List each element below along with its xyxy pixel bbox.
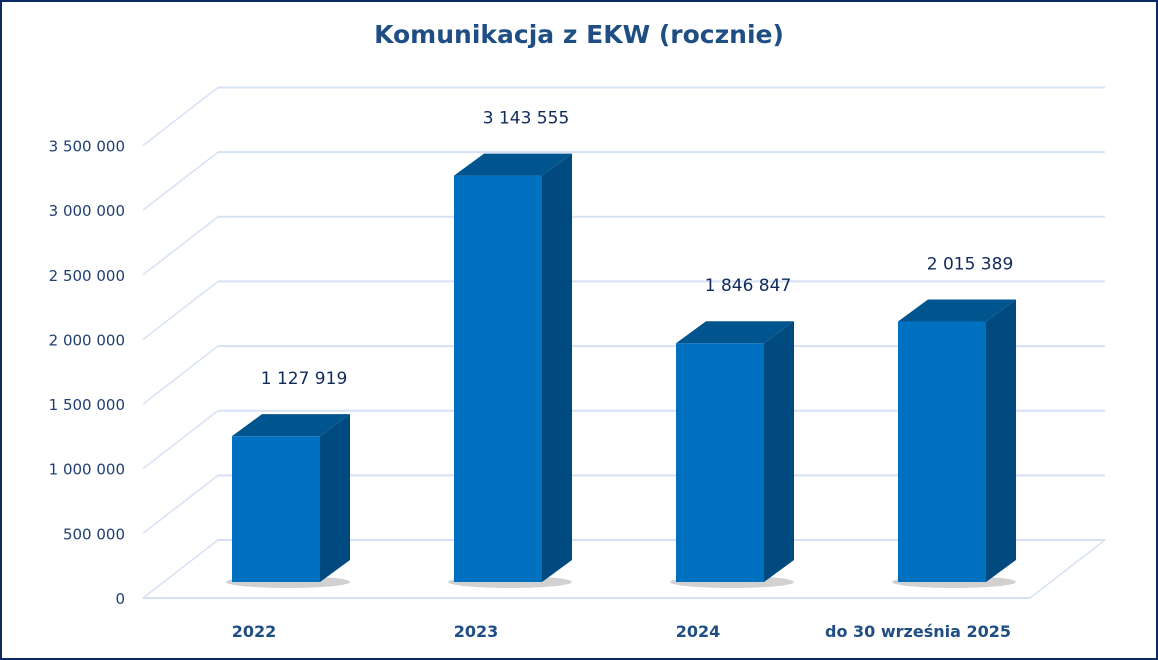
y-tick-label: 1 000 000 xyxy=(49,461,125,479)
data-label: 1 127 919 xyxy=(261,369,348,389)
bar-side xyxy=(986,299,1016,582)
y-tick-label: 500 000 xyxy=(63,525,125,543)
data-label: 1 846 847 xyxy=(705,276,792,296)
y-tick-label: 3 000 000 xyxy=(49,202,125,220)
y-tick-label: 1 500 000 xyxy=(49,396,125,414)
gridline-diagonal xyxy=(142,216,219,276)
bar-top xyxy=(898,299,1016,322)
gridline-diagonal xyxy=(142,539,219,599)
x-axis-label: do 30 września 2025 xyxy=(825,622,1011,641)
data-label: 3 143 555 xyxy=(483,109,570,129)
bar xyxy=(454,175,542,582)
gridline-diagonal xyxy=(142,345,219,405)
x-axis-label: 2023 xyxy=(454,622,499,641)
bar-top xyxy=(676,321,794,344)
bar-top xyxy=(454,153,572,176)
bar xyxy=(676,343,764,582)
data-label: 2 015 389 xyxy=(927,254,1014,274)
gridline-diagonal xyxy=(142,474,219,534)
gridline-diagonal xyxy=(142,86,219,147)
bar-side xyxy=(542,153,572,582)
y-tick-label: 3 500 000 xyxy=(49,138,125,156)
gridline-diagonal xyxy=(142,280,219,341)
bar-side xyxy=(764,321,794,582)
gridline-diagonal xyxy=(142,410,219,470)
chart-title: Komunikacja z EKW (rocznie) xyxy=(374,20,784,49)
bar xyxy=(898,321,986,582)
y-tick-label: 0 xyxy=(115,590,125,608)
bar-side xyxy=(320,414,350,582)
x-axis-label: 2022 xyxy=(232,622,277,641)
gridline-diagonal xyxy=(142,151,219,211)
y-tick-label: 2 000 000 xyxy=(49,331,125,349)
y-tick-label: 2 500 000 xyxy=(49,267,125,285)
x-axis-label: 2024 xyxy=(676,622,721,641)
bar-top xyxy=(232,414,350,437)
bar xyxy=(232,436,320,582)
floor-right-edge xyxy=(1029,539,1106,599)
